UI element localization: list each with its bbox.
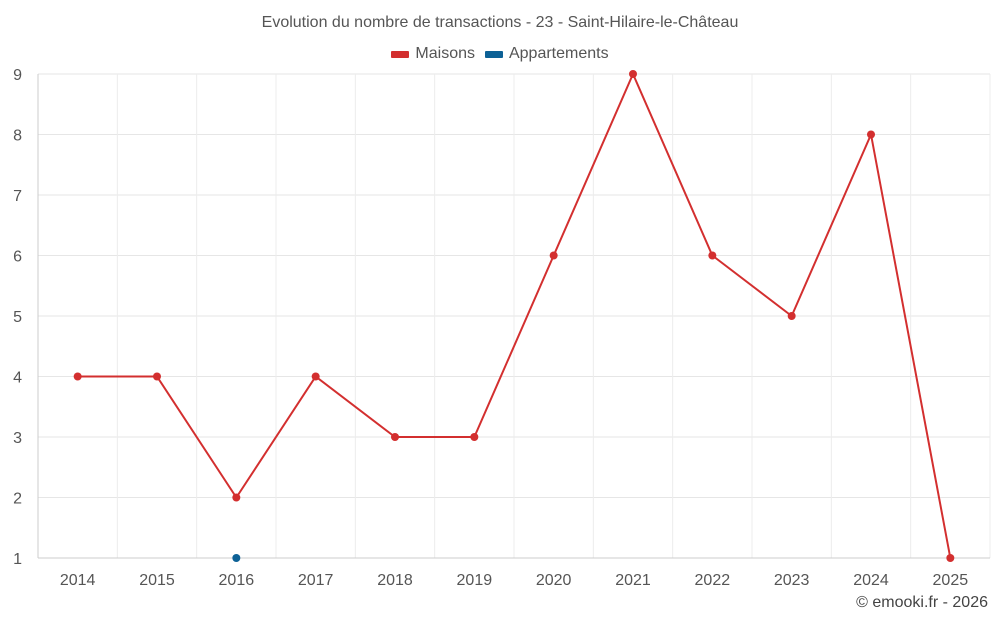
- y-tick-label: 2: [13, 491, 22, 508]
- chart-legend: Maisons Appartements: [0, 45, 1000, 63]
- data-point-maisons: [73, 372, 82, 381]
- data-point-maisons: [391, 433, 399, 441]
- data-point-maisons: [153, 372, 161, 381]
- y-tick-label: 6: [13, 249, 22, 266]
- x-tick-label: 2020: [536, 572, 572, 589]
- data-point-maisons: [232, 493, 241, 502]
- legend-item-maisons[interactable]: Maisons: [391, 45, 475, 63]
- chart-title: Evolution du nombre de transactions - 23…: [261, 14, 739, 31]
- footer-credit: © emooki.fr - 2026: [856, 594, 988, 611]
- x-tick-label: 2024: [853, 572, 889, 589]
- data-point-maisons: [867, 130, 875, 139]
- data-point-maisons: [470, 433, 479, 441]
- data-point-maisons: [787, 312, 796, 320]
- data-point-maisons: [946, 554, 955, 562]
- x-tick-label: 2023: [774, 572, 810, 589]
- data-point-maisons: [708, 251, 717, 260]
- x-tick-label: 2015: [139, 572, 175, 589]
- data-point-maisons: [549, 251, 558, 260]
- y-tick-label: 4: [13, 370, 22, 387]
- y-tick-label: 9: [13, 67, 22, 84]
- x-tick-label: 2025: [933, 572, 969, 589]
- data-point-appartements: [232, 554, 241, 562]
- data-point-maisons: [629, 70, 637, 78]
- legend-label-maisons: Maisons: [415, 45, 475, 62]
- y-tick-label: 7: [13, 188, 22, 205]
- x-tick-label: 2014: [60, 572, 96, 589]
- x-tick-label: 2018: [377, 572, 413, 589]
- legend-item-appartements[interactable]: Appartements: [484, 45, 609, 63]
- series-line-maisons: [77, 73, 952, 559]
- legend-swatch-maisons: [391, 50, 410, 58]
- y-tick-label: 1: [13, 551, 22, 568]
- x-tick-label: 2016: [219, 572, 255, 589]
- y-tick-label: 5: [13, 309, 22, 326]
- x-tick-label: 2022: [695, 572, 731, 589]
- data-point-maisons: [311, 372, 320, 381]
- y-tick-label: 8: [13, 128, 22, 145]
- x-tick-label: 2021: [615, 572, 651, 589]
- x-tick-label: 2019: [457, 572, 493, 589]
- legend-label-appartements: Appartements: [508, 45, 609, 62]
- legend-swatch-appartements: [484, 50, 503, 58]
- x-tick-label: 2017: [298, 572, 334, 589]
- y-tick-label: 3: [13, 430, 22, 447]
